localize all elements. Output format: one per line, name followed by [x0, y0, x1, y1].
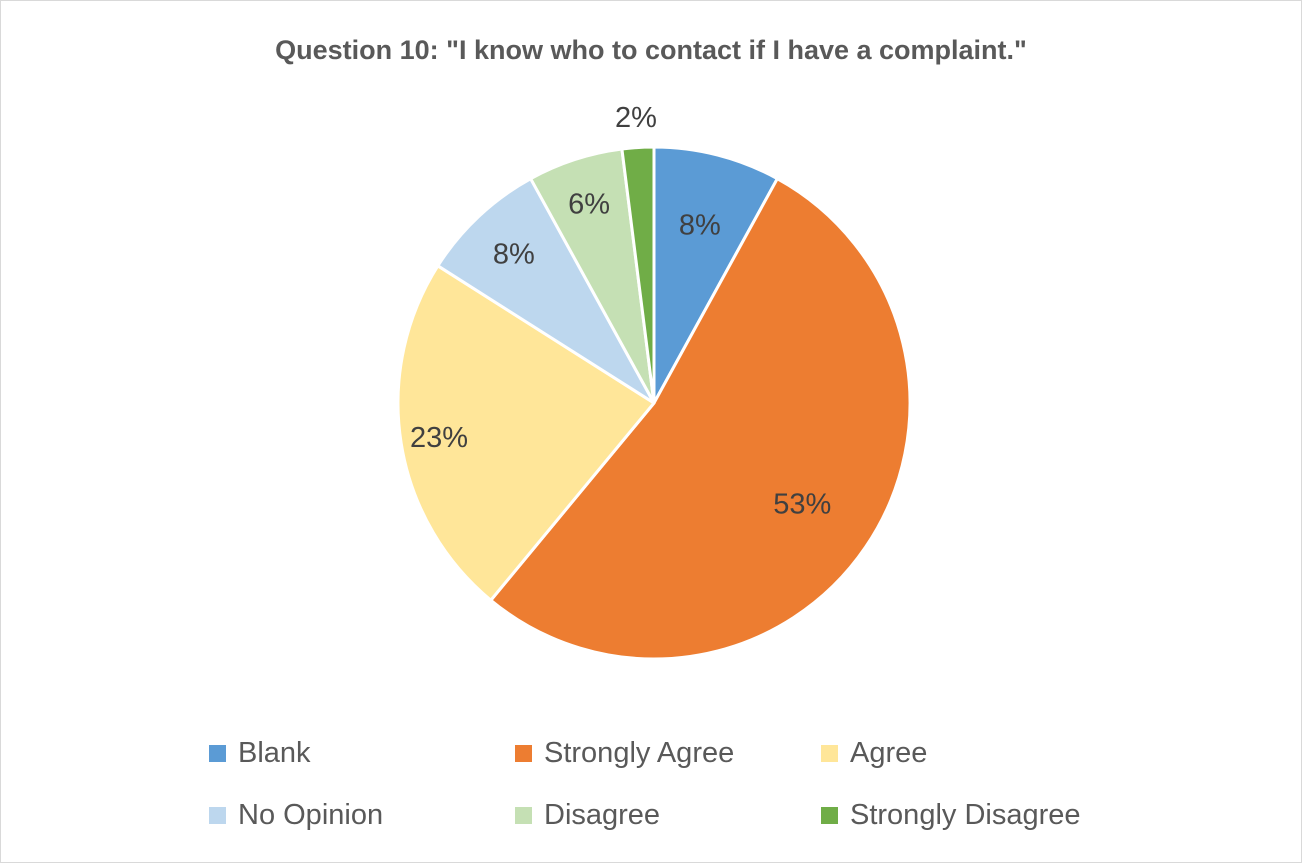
pie-slice-strongly-agree [489, 177, 912, 661]
legend-swatch-blank [209, 745, 226, 762]
chart-title: Question 10: "I know who to contact if I… [275, 35, 1027, 65]
legend-label-blank: Blank [238, 737, 311, 769]
data-label-disagree: 6% [568, 188, 610, 220]
legend-label-disagree: Disagree [544, 799, 660, 831]
data-label-agree: 23% [410, 422, 468, 454]
legend-swatch-strongly-disagree [821, 807, 838, 824]
data-label-strongly-disagree: 2% [615, 102, 657, 134]
pie-slices [396, 145, 912, 661]
legend-label-agree: Agree [850, 737, 927, 769]
pie-slice-strongly-disagree [620, 145, 656, 405]
legend: Blank Strongly Agree Agree No Opinion Disagr… [209, 737, 1081, 831]
data-label-no-opinion: 8% [493, 239, 535, 271]
legend-label-strongly-agree: Strongly Agree [544, 737, 734, 769]
data-label-strongly-agree: 53% [773, 489, 831, 521]
legend-label-no-opinion: No Opinion [238, 799, 383, 831]
pie-slice-blank [652, 145, 779, 405]
data-label-blank: 8% [679, 209, 721, 241]
legend-swatch-no-opinion [209, 807, 226, 824]
data-labels: 8% 53% 23% 8% 6% 2% [410, 102, 831, 521]
pie-slice-agree [396, 264, 656, 602]
legend-swatch-disagree [515, 807, 532, 824]
legend-label-strongly-disagree: Strongly Disagree [850, 799, 1081, 831]
pie-slice-no-opinion [436, 177, 656, 405]
legend-swatch-agree [821, 745, 838, 762]
legend-swatch-strongly-agree [515, 745, 532, 762]
